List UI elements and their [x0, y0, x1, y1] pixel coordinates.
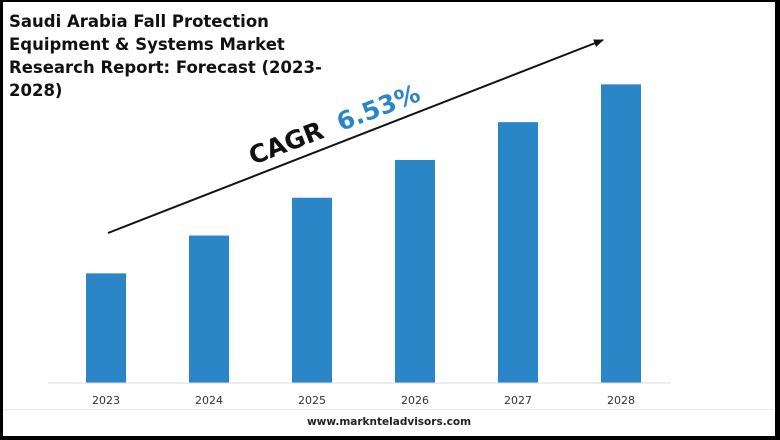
x-tick-label-2028: 2028	[607, 394, 635, 407]
cagr-label: CAGR	[245, 116, 328, 171]
bar-2028	[601, 84, 641, 383]
chart-canvas: Saudi Arabia Fall Protection Equipment &…	[3, 2, 775, 436]
bar-2023	[86, 273, 126, 383]
bar-2026	[395, 159, 435, 383]
bars-layer	[86, 84, 641, 384]
x-tick-label-2023: 2023	[92, 394, 120, 407]
title-line-3: Research Report: Forecast (2023-	[9, 58, 322, 77]
x-tick-label-2027: 2027	[504, 394, 532, 407]
bar-2025	[292, 197, 332, 383]
footer-website: www.marknteladvisors.com	[3, 409, 775, 436]
x-tick-labels: 2023 2024 2025 2026 2027 2028	[92, 394, 635, 407]
title-line-4: 2028)	[9, 81, 63, 100]
title-line-1: Saudi Arabia Fall Protection	[9, 12, 269, 31]
bar-2027	[498, 122, 538, 384]
bar-2024	[189, 235, 229, 383]
title-line-2: Equipment & Systems Market	[9, 35, 285, 54]
cagr-trend-arrow	[107, 39, 604, 234]
x-tick-label-2025: 2025	[298, 394, 326, 407]
cagr-annotation: CAGR 6.53%	[245, 79, 424, 171]
x-tick-label-2024: 2024	[195, 394, 223, 407]
x-tick-label-2026: 2026	[401, 394, 429, 407]
chart-title: Saudi Arabia Fall Protection Equipment &…	[9, 10, 329, 102]
bar-chart: 2023 2024 2025 2026 2027 2028 CAGR 6.53%	[48, 39, 671, 407]
